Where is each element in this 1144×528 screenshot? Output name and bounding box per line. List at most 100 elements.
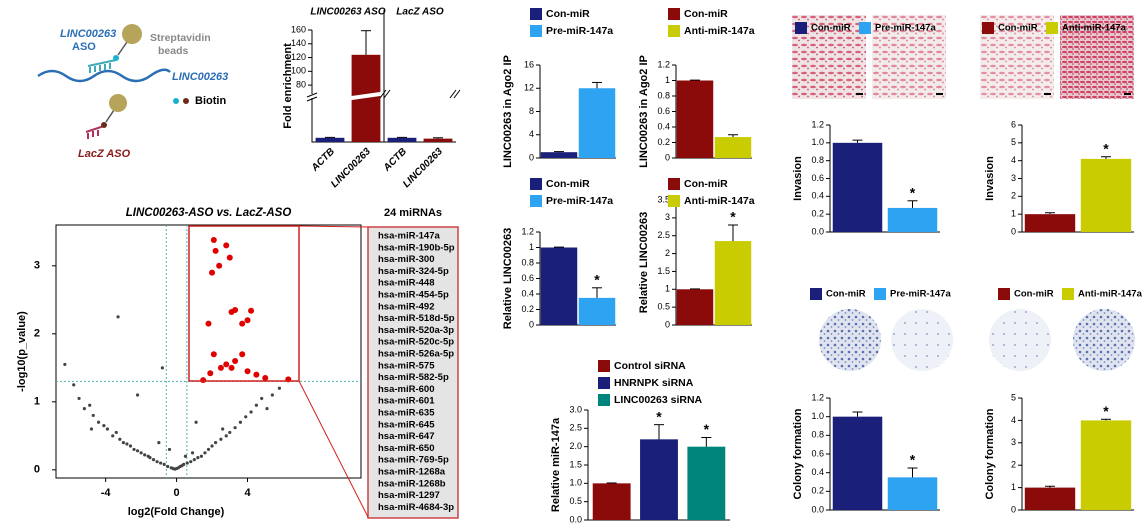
y-tick-label: 0.6: [811, 173, 824, 183]
point: [88, 403, 92, 407]
y-tick-label: 0.6: [811, 448, 824, 458]
bead: [122, 24, 142, 44]
bead: [109, 94, 127, 112]
point: [166, 464, 170, 469]
y-tick-label: 3: [1011, 173, 1016, 183]
linker: [105, 109, 115, 123]
legend-swatch: [530, 8, 542, 20]
point: [143, 453, 147, 457]
point: [205, 320, 212, 327]
mirna-item: hsa-miR-575: [378, 360, 435, 371]
bar: [714, 241, 752, 325]
y-tick-label: 1.0: [811, 411, 824, 421]
y-tick-label: 0.5: [657, 302, 670, 312]
y-tick-label: 160: [291, 24, 306, 34]
axis-break: [306, 92, 318, 102]
point: [114, 430, 118, 435]
y-tick-label: 0: [529, 152, 534, 162]
biotin: [113, 55, 119, 61]
y-tick-label: 5: [1011, 137, 1016, 147]
mirna-item: hsa-miR-647: [378, 431, 435, 442]
legend-swatch: [859, 22, 871, 34]
linker: [117, 41, 128, 56]
point: [82, 407, 86, 411]
mirna-item: hsa-miR-518d-5p: [378, 313, 455, 324]
point: [194, 420, 198, 424]
legend-label: Control siRNA: [614, 360, 686, 372]
legend-label: Anti-miR-147a: [1062, 23, 1127, 34]
x-tick-label: 4: [244, 487, 251, 499]
point: [111, 434, 115, 438]
rna-label: LINC00263: [172, 71, 228, 83]
y-tick-label: 0: [665, 319, 670, 329]
legend-label: Anti-miR-147a: [684, 25, 755, 37]
mirna-item: hsa-miR-645: [378, 419, 435, 430]
y-tick-label: 100: [291, 66, 306, 76]
point: [182, 462, 186, 466]
legend-swatch: [668, 195, 680, 207]
legend-label: Con-miR: [826, 289, 866, 300]
legend-label: Pre-miR-147a: [546, 25, 613, 37]
y-tick-label: 1: [665, 284, 670, 294]
point: [125, 442, 129, 446]
point: [185, 461, 189, 465]
point: [254, 403, 258, 407]
point: [209, 269, 216, 276]
legend-swatch: [530, 178, 542, 190]
y-tick-label: 6: [1011, 119, 1016, 129]
significance: *: [594, 272, 600, 288]
point: [63, 362, 67, 367]
point: [77, 396, 81, 401]
point: [249, 410, 253, 414]
point: [270, 393, 274, 397]
colony-dish: [819, 309, 881, 371]
y-tick-label: 8: [529, 106, 534, 116]
legend-swatch: [874, 288, 886, 300]
x-tick-label: ACTB: [381, 146, 409, 174]
point: [223, 361, 230, 368]
y-tick-label: 0.0: [811, 504, 824, 514]
point: [192, 458, 196, 462]
y-tick-label: 0.8: [657, 90, 670, 100]
mirna-item: hsa-miR-492: [378, 301, 435, 312]
point: [72, 383, 76, 387]
point: [248, 307, 255, 314]
y-tick-label: 1.5: [569, 459, 582, 469]
y-tick-label: 3: [665, 212, 670, 222]
legend-label: Con-miR: [811, 23, 851, 34]
y-tick-label: 4: [1011, 155, 1016, 165]
colony-dish: [1073, 309, 1135, 371]
bar: [714, 137, 752, 158]
bead-label: Streptavidin: [150, 32, 211, 44]
highlight-box: [188, 225, 300, 382]
point: [238, 420, 243, 424]
legend-swatch: [598, 394, 610, 406]
y-tick-label: 1: [665, 75, 670, 85]
y-tick-label: 0.0: [811, 226, 824, 236]
legend-label: Pre-miR-147a: [875, 23, 936, 34]
mirna-item: hsa-miR-520c-5p: [378, 337, 454, 348]
point: [244, 368, 251, 375]
y-tick-label: 0.4: [521, 288, 534, 298]
point: [89, 427, 94, 431]
mirna-title: 24 miRNAs: [384, 207, 442, 219]
mirna-item: hsa-miR-4684-3p: [378, 502, 454, 513]
micrograph: [872, 15, 946, 99]
y-tick-label: 1.2: [811, 392, 824, 402]
bar: [540, 152, 578, 158]
point: [91, 413, 95, 418]
significance: *: [656, 408, 662, 424]
point: [244, 415, 248, 419]
bar: [832, 142, 883, 232]
x-tick-label: ACTB: [309, 146, 337, 174]
bar: [687, 446, 726, 520]
point: [183, 454, 188, 458]
point: [155, 460, 159, 464]
lacz-label: LacZ ASO: [78, 148, 131, 160]
mirna-item: hsa-miR-147a: [378, 231, 440, 242]
biotin-key: [183, 98, 189, 104]
mirna-item: hsa-miR-650: [378, 443, 435, 454]
y-tick-label: 0.4: [811, 467, 824, 477]
bar: [423, 138, 453, 142]
y-tick-label: 1.2: [811, 119, 824, 129]
